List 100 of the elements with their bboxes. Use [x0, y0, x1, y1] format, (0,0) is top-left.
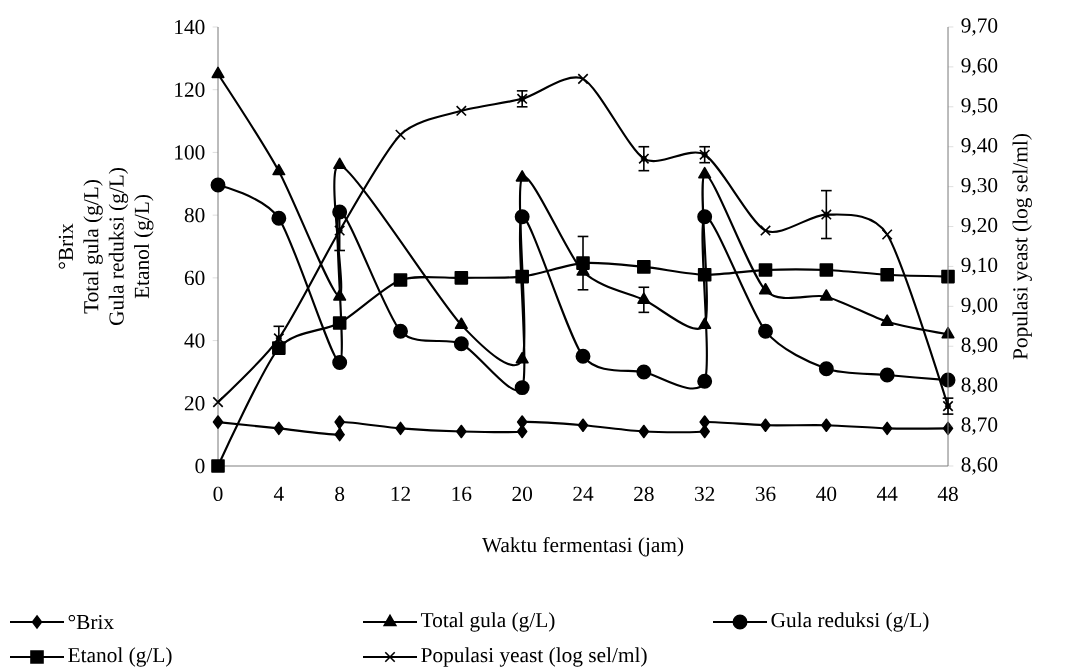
point [515, 351, 529, 364]
point [332, 204, 348, 220]
point [698, 166, 712, 179]
x-tick-label: 44 [876, 486, 898, 501]
point [333, 157, 347, 170]
point [880, 314, 894, 326]
point [699, 424, 710, 439]
point [393, 323, 408, 339]
point [334, 427, 345, 442]
y2-tick-label: 9,40 [961, 138, 998, 156]
point [332, 316, 347, 330]
point [760, 418, 771, 433]
point [577, 73, 589, 85]
text: Etanol (g/L) [134, 195, 154, 299]
text: Total gula (g/L) [83, 180, 103, 314]
point [576, 256, 590, 270]
x-tick-label: 40 [816, 486, 837, 502]
y2-tick-label: 8,80 [961, 377, 998, 395]
y2-tick-label: 9,00 [961, 297, 998, 316]
y2-tick-label: 8,90 [961, 337, 998, 356]
legend-label: Total gula (g/L) [420, 612, 555, 632]
point [819, 289, 833, 301]
point [273, 421, 285, 436]
point [760, 225, 772, 237]
legend-label: Gula reduksi (g/L) [771, 612, 929, 632]
point [758, 323, 773, 339]
x-tick-label: 24 [573, 486, 594, 501]
point [515, 269, 529, 284]
point [271, 210, 287, 226]
point [515, 170, 529, 182]
point [332, 355, 348, 370]
point [638, 424, 650, 439]
point [819, 263, 834, 277]
point [881, 229, 893, 241]
x-tick-label: 16 [452, 486, 472, 502]
y-tick-label: 60 [184, 270, 205, 286]
text: °Brix [58, 223, 73, 269]
y-tick-label: 40 [184, 333, 205, 348]
point [577, 418, 589, 433]
point [456, 424, 467, 439]
y2-tick-label: 9,50 [961, 98, 998, 116]
x-tick-label: 8 [335, 486, 345, 502]
point [393, 273, 408, 287]
legend-label: Populasi yeast (log sel/ml) [421, 647, 647, 667]
y2-tick-label: 9,70 [961, 18, 998, 36]
point [210, 177, 226, 193]
point [699, 415, 710, 429]
x-tick-label: 32 [695, 486, 715, 502]
legend-label: °Brix [68, 614, 114, 630]
y2-axis-title: Populasi yeast (log sel/ml) [1012, 133, 1032, 360]
y-tick-label: 140 [175, 19, 205, 35]
y-tick-label: 100 [175, 145, 205, 160]
x-tick-label: 20 [512, 486, 533, 502]
point [881, 421, 893, 436]
point [211, 66, 225, 79]
y2-tick-label: 9,60 [961, 58, 998, 76]
x-tick-label: 28 [634, 486, 654, 502]
y2-tick-label: 8,60 [961, 457, 998, 475]
point [334, 415, 345, 429]
point [514, 209, 530, 225]
point [333, 289, 347, 301]
point [514, 380, 530, 396]
point [697, 267, 712, 282]
point [697, 209, 713, 225]
point [395, 421, 406, 436]
y-tick-label: 80 [184, 207, 205, 223]
y-tick-label: 120 [175, 82, 205, 97]
point [818, 361, 834, 377]
point [212, 415, 224, 429]
y2-tick-label: 9,10 [961, 257, 998, 276]
text: Gula reduksi (g/L) [108, 168, 129, 326]
point [454, 317, 468, 330]
point [821, 418, 832, 433]
y-tick-label: 20 [184, 396, 205, 411]
y2-tick-label: 9,30 [961, 177, 998, 196]
x-tick-label: 0 [213, 486, 223, 502]
x-tick-label: 4 [273, 486, 284, 501]
x-tick-label: 48 [937, 486, 958, 502]
point [879, 367, 895, 383]
point [212, 396, 224, 408]
x-tick-label: 36 [755, 486, 776, 502]
legend-label: Etanol (g/L) [68, 647, 172, 667]
point [758, 263, 773, 277]
point [575, 348, 591, 364]
y-tick-label: 0 [195, 458, 205, 474]
point [698, 317, 712, 330]
y2-tick-label: 9,20 [961, 217, 998, 236]
point [758, 282, 773, 295]
point [637, 260, 651, 274]
point [272, 163, 286, 176]
point [454, 271, 469, 285]
y2-tick-label: 8,70 [961, 417, 998, 435]
point [453, 336, 469, 352]
point [455, 105, 467, 117]
point [516, 415, 528, 429]
x-axis-title: Waktu fermentasi (jam) [482, 536, 684, 557]
point [394, 129, 407, 141]
point [880, 267, 894, 282]
point [211, 459, 225, 473]
point [636, 364, 652, 380]
